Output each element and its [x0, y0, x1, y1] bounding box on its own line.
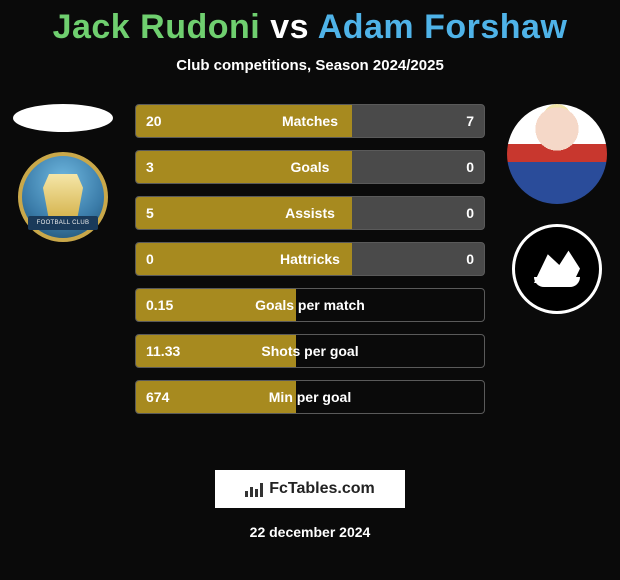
- player1-club-badge: FOOTBALL CLUB: [18, 152, 108, 242]
- watermark-text: FcTables.com: [269, 480, 375, 498]
- page-title: Jack Rudoni vs Adam Forshaw: [0, 0, 620, 47]
- stat-label: Hattricks: [136, 251, 484, 267]
- stat-value-right: 0: [466, 205, 474, 221]
- stat-label: Min per goal: [136, 389, 484, 405]
- stat-row: 20Matches7: [135, 104, 485, 138]
- right-column: [502, 104, 612, 314]
- player2-avatar: [507, 104, 607, 204]
- stat-value-right: 0: [466, 159, 474, 175]
- stat-row: 3Goals0: [135, 150, 485, 184]
- player1-name: Jack Rudoni: [53, 8, 261, 46]
- player2-club-badge: [512, 224, 602, 314]
- stat-bars: 20Matches73Goals05Assists00Hattricks00.1…: [135, 104, 485, 426]
- player1-avatar: [13, 104, 113, 132]
- stat-row: 674Min per goal: [135, 380, 485, 414]
- stat-row: 0.15Goals per match: [135, 288, 485, 322]
- comparison-content: FOOTBALL CLUB 20Matches7 3Goals0 5Assists0…: [0, 104, 620, 444]
- stat-value-right: 0: [466, 251, 474, 267]
- stat-row: 11.33Shots per goal: [135, 334, 485, 368]
- subtitle: Club competitions, Season 2024/2025: [0, 57, 620, 74]
- left-column: FOOTBALL CLUB: [8, 104, 118, 242]
- stat-label: Shots per goal: [136, 343, 484, 359]
- stat-row: 5Assists0: [135, 196, 485, 230]
- watermark: FcTables.com: [215, 470, 405, 508]
- date-text: 22 december 2024: [0, 524, 620, 540]
- stat-row: 0Hattricks0: [135, 242, 485, 276]
- player2-name: Adam Forshaw: [318, 8, 568, 46]
- chart-icon: [245, 481, 265, 497]
- vs-text: vs: [270, 8, 309, 46]
- stat-label: Assists: [136, 205, 484, 221]
- stat-value-right: 7: [466, 113, 474, 129]
- stat-label: Matches: [136, 113, 484, 129]
- stat-label: Goals per match: [136, 297, 484, 313]
- stat-label: Goals: [136, 159, 484, 175]
- badge-ribbon: FOOTBALL CLUB: [28, 216, 98, 230]
